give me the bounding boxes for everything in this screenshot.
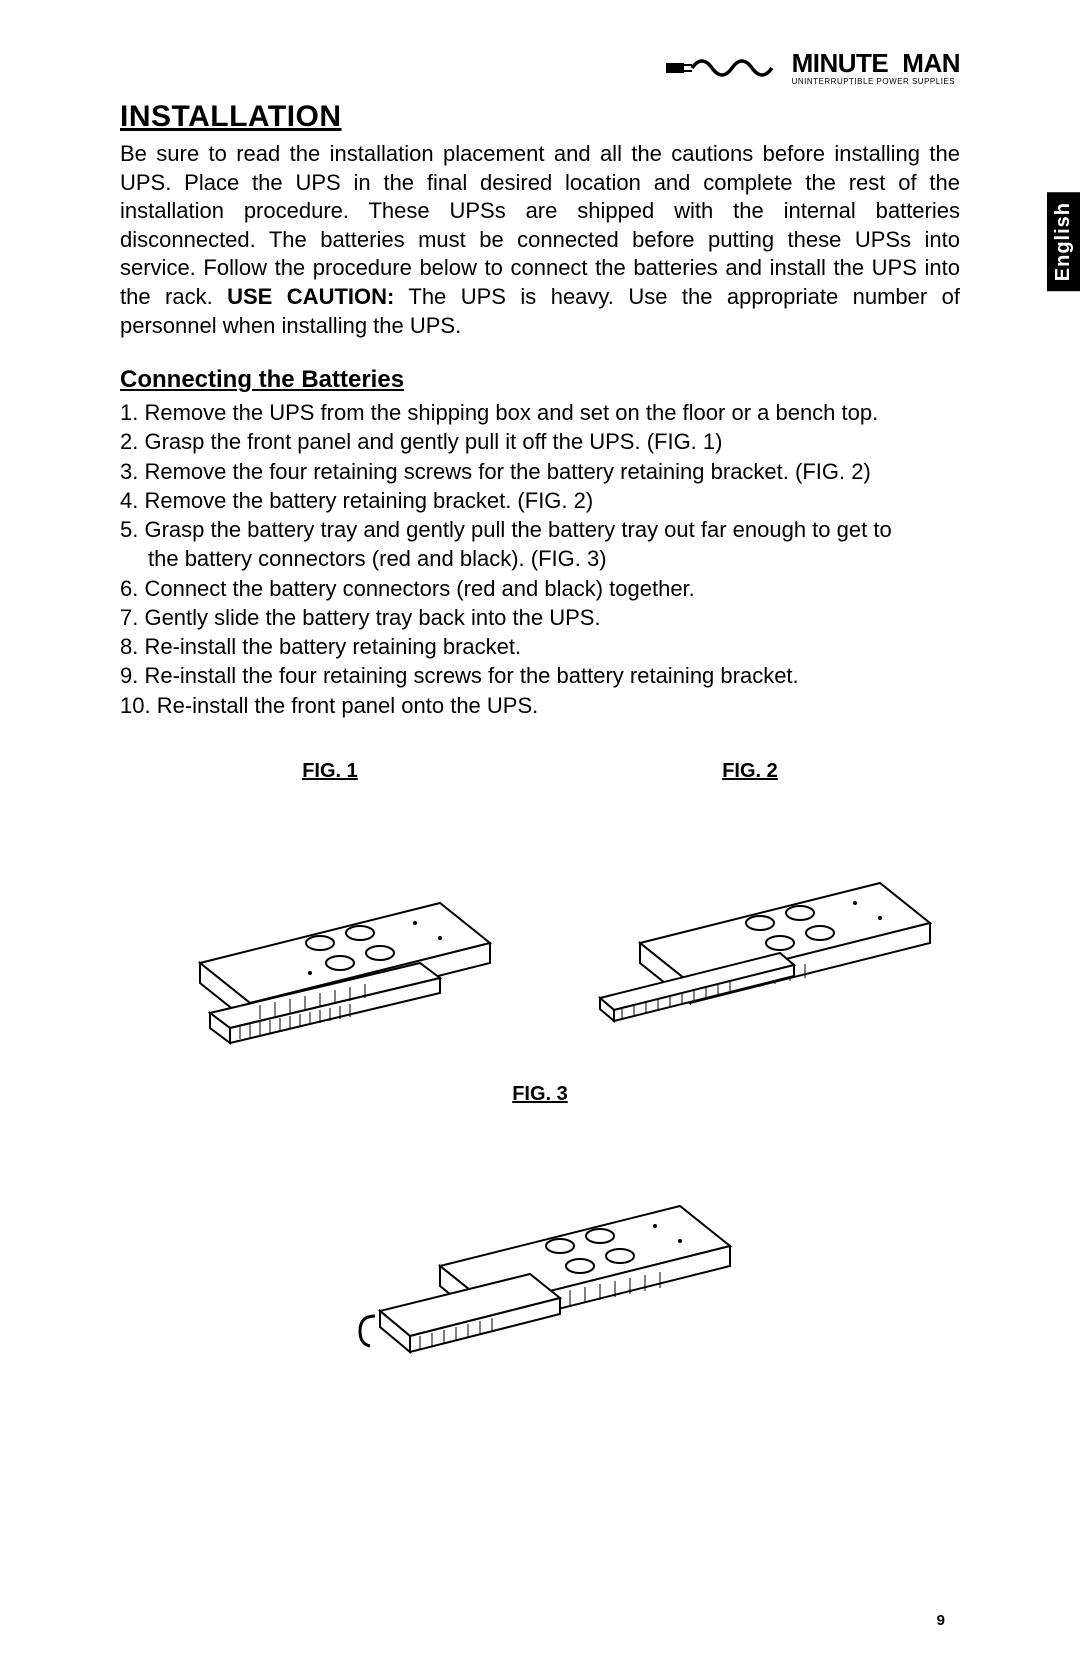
figure-3: FIG. 3 — [330, 1083, 750, 1376]
step-5b: the battery connectors (red and black). … — [120, 544, 960, 573]
fig3-illustration — [330, 1116, 750, 1376]
steps-list: 1. Remove the UPS from the shipping box … — [120, 398, 960, 720]
caution-label: USE CAUTION: — [227, 284, 394, 309]
logo-brand-1: MINUTE — [792, 48, 889, 78]
fig1-illustration — [140, 793, 520, 1053]
logo-brand-2: MAN — [902, 48, 960, 78]
intro-paragraph: Be sure to read the installation placeme… — [120, 140, 960, 340]
brand-logo: MINUTE MAN UNINTERRUPTIBLE POWER SUPPLIES — [666, 50, 960, 86]
step-1: 1. Remove the UPS from the shipping box … — [120, 398, 960, 427]
fig2-label: FIG. 2 — [722, 760, 778, 783]
step-5a: 5. Grasp the battery tray and gently pul… — [120, 515, 960, 544]
page-content: MINUTE MAN UNINTERRUPTIBLE POWER SUPPLIES… — [0, 0, 1080, 1436]
figure-2: FIG. 2 — [560, 760, 940, 1053]
figure-1: FIG. 1 — [140, 760, 520, 1053]
fig1-label: FIG. 1 — [302, 760, 358, 783]
step-3: 3. Remove the four retaining screws for … — [120, 457, 960, 486]
step-6: 6. Connect the battery connectors (red a… — [120, 574, 960, 603]
fig3-label: FIG. 3 — [512, 1083, 568, 1106]
step-2: 2. Grasp the front panel and gently pull… — [120, 427, 960, 456]
step-7: 7. Gently slide the battery tray back in… — [120, 603, 960, 632]
step-8: 8. Re-install the battery retaining brac… — [120, 632, 960, 661]
plug-wave-icon — [666, 52, 786, 84]
step-9: 9. Re-install the four retaining screws … — [120, 661, 960, 690]
subsection-title: Connecting the Batteries — [120, 366, 960, 394]
step-4: 4. Remove the battery retaining bracket.… — [120, 486, 960, 515]
step-10: 10. Re-install the front panel onto the … — [120, 691, 960, 720]
figures-block: FIG. 1 — [120, 760, 960, 1376]
logo-tagline: UNINTERRUPTIBLE POWER SUPPLIES — [792, 78, 955, 86]
logo-text: MINUTE MAN UNINTERRUPTIBLE POWER SUPPLIES — [792, 50, 960, 86]
fig2-illustration — [560, 793, 940, 1053]
page-number: 9 — [937, 1612, 945, 1629]
section-title: INSTALLATION — [120, 100, 960, 134]
